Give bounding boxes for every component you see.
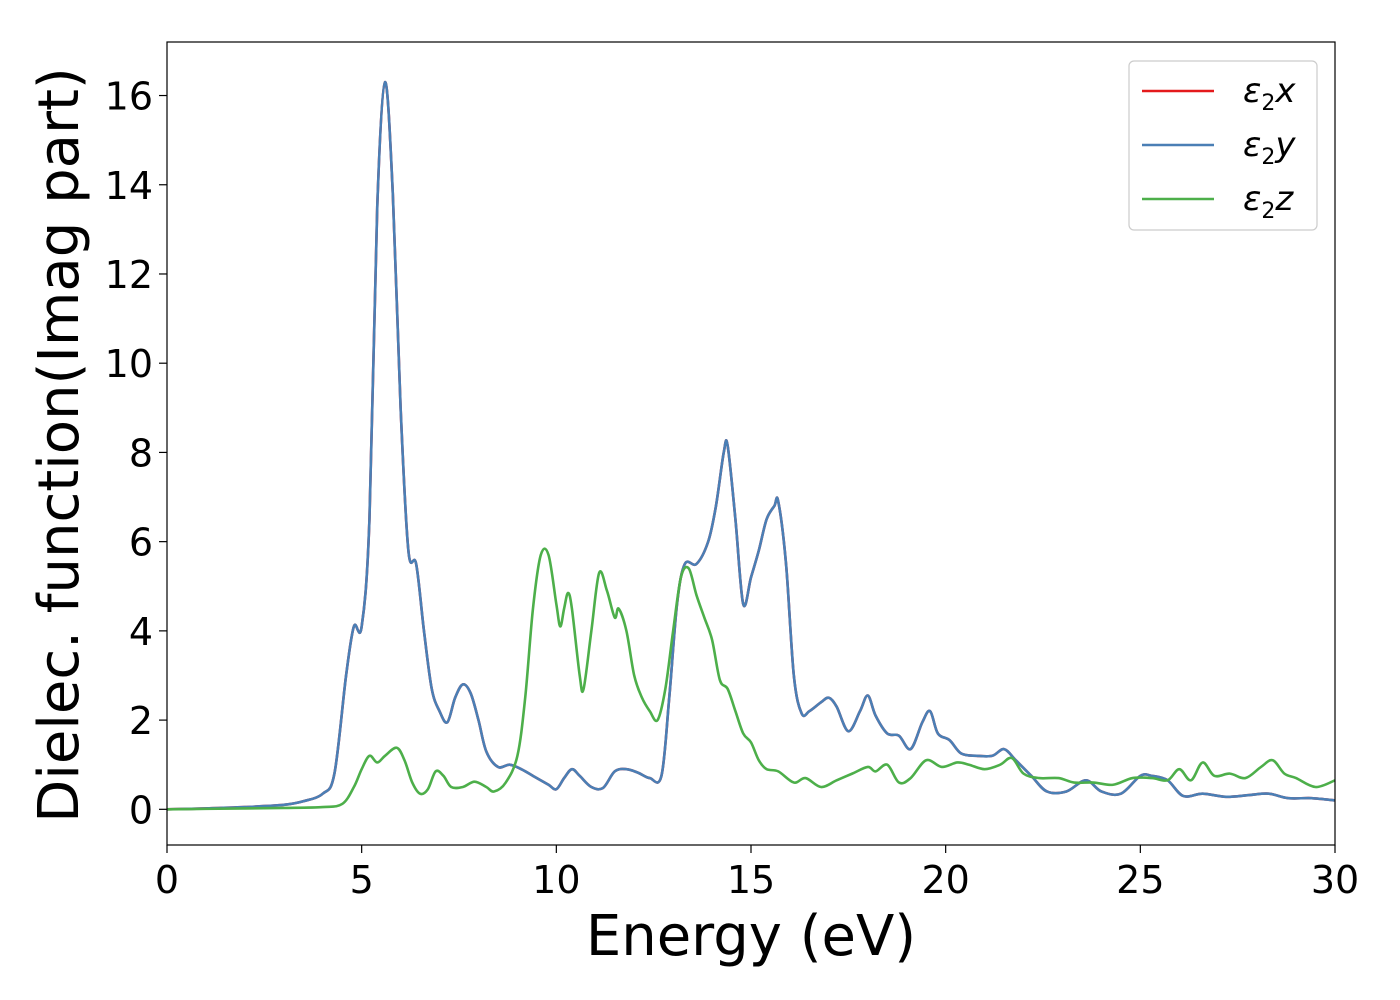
x-tick-label: 0 xyxy=(155,858,179,902)
plot-lines xyxy=(167,80,1335,811)
y-tick-label: 16 xyxy=(105,75,153,119)
x-tick-label: 30 xyxy=(1311,858,1359,902)
legend-box xyxy=(1128,60,1318,231)
series-line-y xyxy=(167,80,1335,811)
legend-label-z: ε2z xyxy=(1243,179,1294,224)
series-line-z xyxy=(167,547,1335,811)
x-tick-label: 15 xyxy=(727,858,775,902)
x-axis-ticks: 0 5 10 15 20 25 30 xyxy=(155,845,1359,902)
y-axis-label: Dielec. function(Imag part) xyxy=(27,67,92,823)
y-tick-label: 12 xyxy=(105,253,153,297)
x-tick-label: 25 xyxy=(1116,858,1164,902)
y-tick-label: 8 xyxy=(129,431,153,475)
x-axis-label: Energy (eV) xyxy=(586,904,916,969)
y-tick-label: 14 xyxy=(105,164,153,208)
y-tick-label: 2 xyxy=(129,699,153,743)
y-tick-label: 10 xyxy=(105,342,153,386)
y-tick-label: 6 xyxy=(129,521,153,565)
y-tick-label: 4 xyxy=(129,610,153,654)
legend-label-y: ε2y xyxy=(1243,125,1296,170)
y-axis-ticks: 0 2 4 6 8 10 12 14 16 xyxy=(105,75,167,832)
x-tick-label: 10 xyxy=(532,858,580,902)
legend: ε2x ε2y ε2z xyxy=(1128,60,1318,231)
legend-label-x: ε2x xyxy=(1243,71,1296,116)
x-tick-label: 5 xyxy=(350,858,374,902)
y-tick-label: 0 xyxy=(129,788,153,832)
x-tick-label: 20 xyxy=(921,858,969,902)
